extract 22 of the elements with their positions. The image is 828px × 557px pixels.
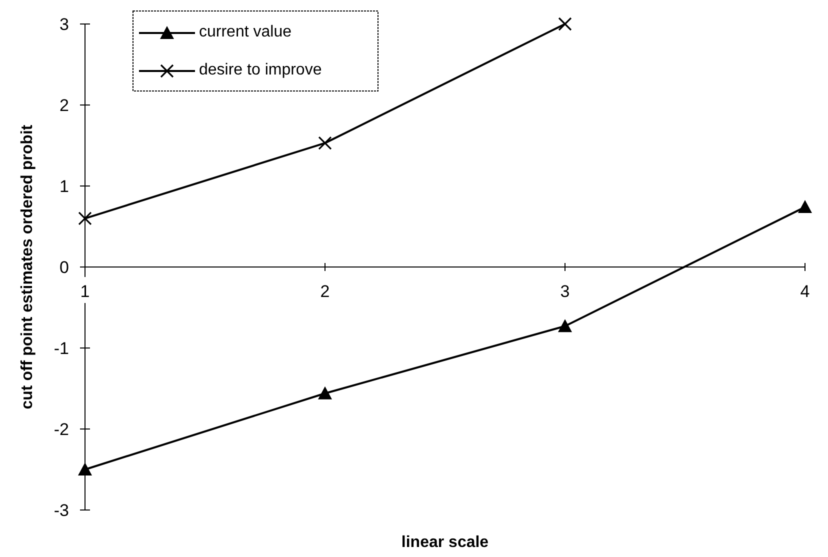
point: [558, 319, 572, 332]
y-tick-label: -3: [54, 500, 69, 520]
x-tick-label: 2: [320, 282, 330, 301]
point: [798, 200, 812, 214]
y-tick-label: 3: [60, 14, 69, 34]
legend-label: desire to improve: [199, 62, 322, 79]
legend-label: current value: [199, 24, 292, 41]
x-tick-label: 1: [80, 282, 90, 301]
x-tick-label: 3: [560, 282, 570, 301]
y-tick-label: 1: [60, 176, 69, 196]
point: [78, 212, 92, 226]
y-axis-title: cut off point estimates ordered probit: [19, 124, 36, 410]
y-tick-label: -1: [54, 338, 69, 358]
x-axis-title: linear scale: [401, 534, 489, 551]
point: [558, 17, 572, 31]
x-tick-label: 4: [800, 282, 810, 301]
point: [318, 386, 332, 400]
point: [318, 136, 332, 150]
y-tick-label: -2: [54, 420, 69, 439]
point: [78, 462, 92, 476]
y-tick-label: 2: [60, 96, 69, 115]
y-tick-label: 0: [60, 258, 69, 277]
